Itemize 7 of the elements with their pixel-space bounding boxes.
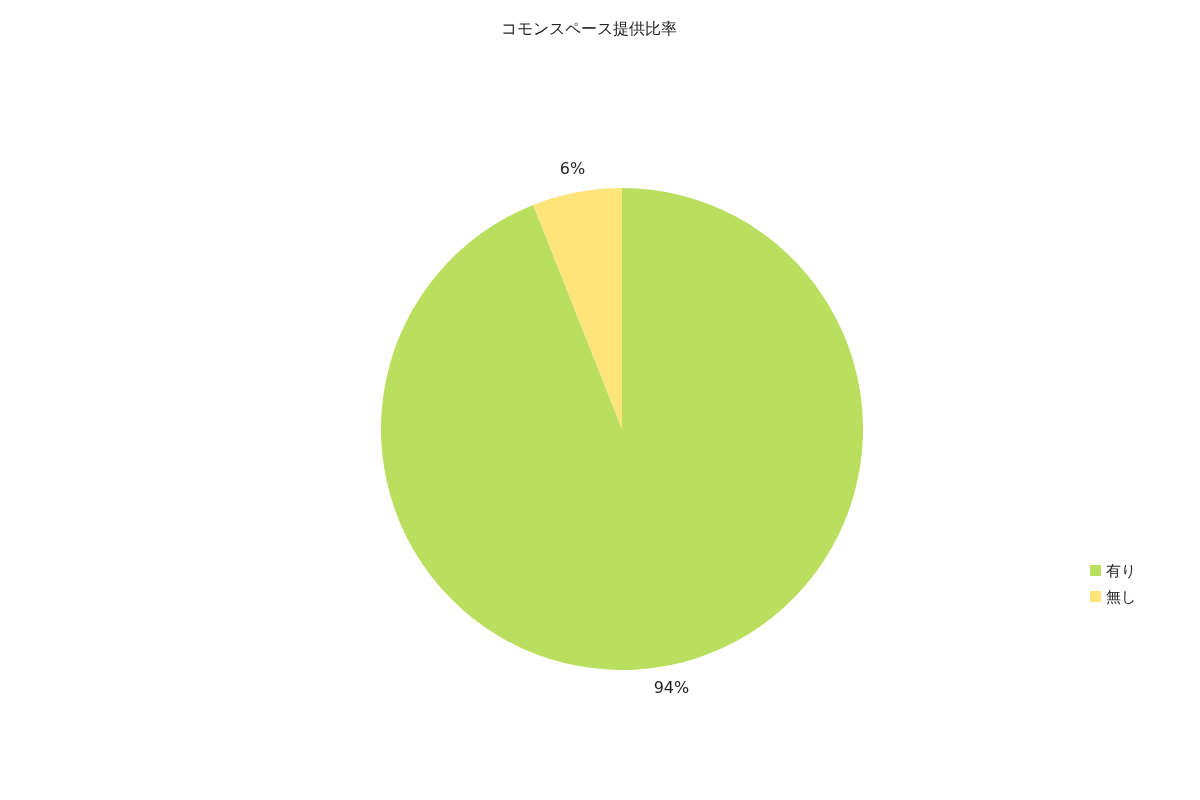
legend-label: 無し xyxy=(1106,588,1136,606)
data-label: 6% xyxy=(559,159,586,179)
data-label: 94% xyxy=(653,677,690,697)
legend-label: 有り xyxy=(1106,562,1136,580)
chart-title: コモンスペース提供比率 xyxy=(501,19,677,38)
pie-slice xyxy=(381,188,863,670)
pie-slice xyxy=(533,188,622,429)
